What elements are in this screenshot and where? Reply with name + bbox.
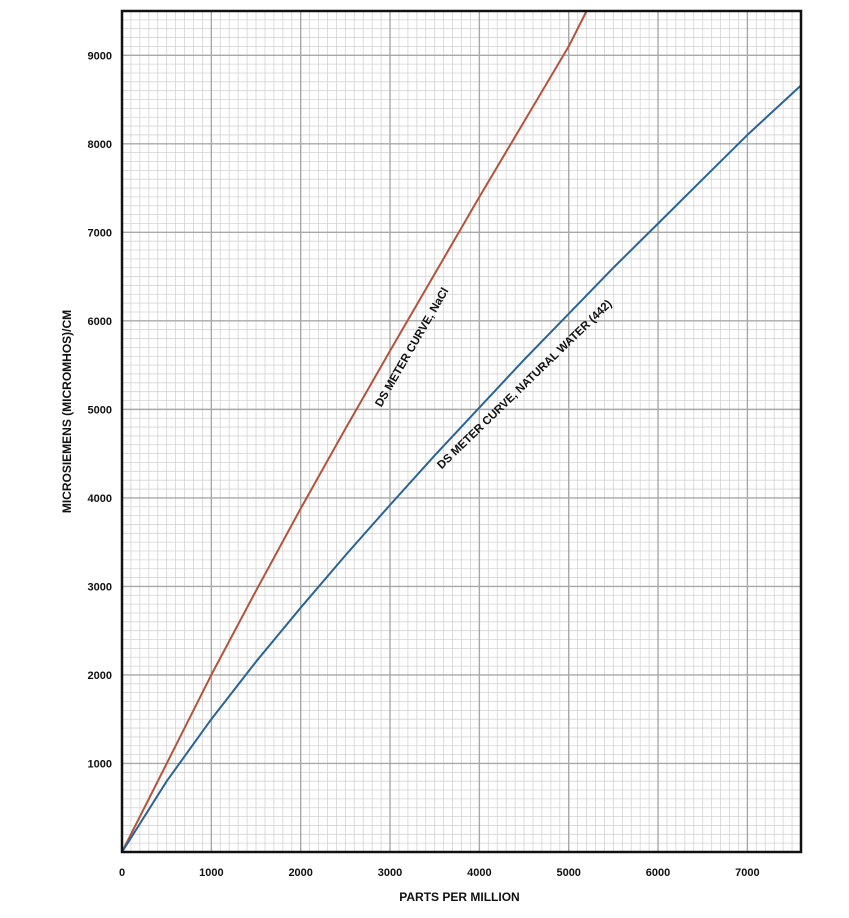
major-gridlines xyxy=(122,11,801,852)
x-tick-label: 3000 xyxy=(378,867,402,879)
y-tick-label: 5000 xyxy=(88,404,112,416)
y-tick-labels: 1000 2000 3000 4000 5000 6000 7000 8000 9000 xyxy=(88,50,112,770)
series-label-natural-water: DS METER CURVE, NATURAL WATER (442) xyxy=(435,298,614,472)
x-tick-label: 0 xyxy=(119,867,125,879)
series-lines xyxy=(121,10,802,853)
y-tick-label: 8000 xyxy=(88,139,112,151)
y-tick-label: 1000 xyxy=(88,758,112,770)
y-tick-label: 2000 xyxy=(88,670,112,682)
x-tick-label: 7000 xyxy=(735,867,759,879)
y-axis-title: MICROSIEMENS (MICROMHOS)/CM xyxy=(60,310,74,513)
y-tick-label: 9000 xyxy=(88,50,112,62)
x-axis-title: PARTS PER MILLION xyxy=(399,890,519,904)
x-tick-label: 2000 xyxy=(288,867,312,879)
x-tick-label: 6000 xyxy=(646,867,670,879)
series-line-natural-water xyxy=(121,84,802,853)
series-line-nacl xyxy=(121,10,588,853)
plot-frame xyxy=(120,9,803,854)
x-tick-label: 1000 xyxy=(199,867,223,879)
y-tick-label: 4000 xyxy=(88,493,112,505)
y-tick-label: 7000 xyxy=(88,227,112,239)
y-tick-label: 6000 xyxy=(88,316,112,328)
minor-gridlines xyxy=(122,11,801,852)
x-tick-labels: 0 1000 2000 3000 4000 5000 6000 7000 xyxy=(119,867,760,879)
x-tick-label: 5000 xyxy=(556,867,580,879)
y-tick-label: 3000 xyxy=(88,581,112,593)
x-tick-label: 4000 xyxy=(467,867,491,879)
